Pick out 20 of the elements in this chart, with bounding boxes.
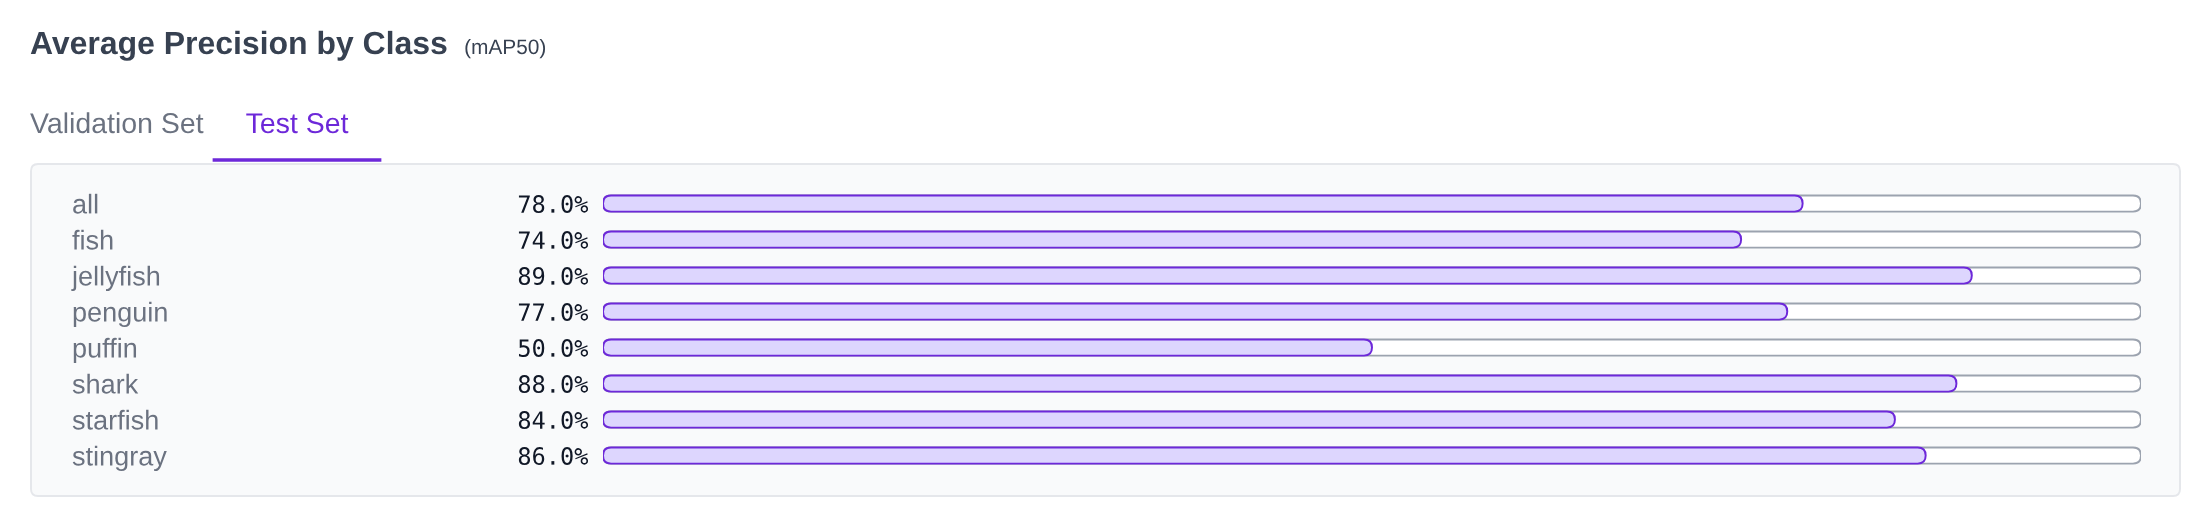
y-tick-label: puffin — [73, 337, 137, 364]
text: Validation Set — [30, 112, 204, 134]
data-label: 77.0% — [518, 303, 589, 321]
data-label: 86.0% — [518, 447, 589, 465]
y-tick-label: stingray — [72, 445, 167, 472]
data-label: 84.0% — [518, 411, 589, 429]
data-label: 89.0% — [518, 267, 589, 285]
y-tick-label: starfish — [72, 409, 158, 430]
y-tick-label: jellyfish — [71, 265, 160, 292]
chart-subtitle: (mAP50) — [465, 38, 546, 59]
data-label: 78.0% — [518, 195, 589, 213]
data-label: 74.0% — [518, 231, 589, 249]
y-tick-label: penguin — [73, 301, 167, 328]
text: Average Precision by Class — [30, 30, 447, 61]
y-tick-label: all — [73, 193, 98, 214]
text: Test Set — [246, 113, 349, 134]
y-tick-label: fish — [72, 229, 113, 250]
data-label: 88.0% — [518, 375, 589, 393]
y-tick-label: shark — [72, 373, 139, 394]
data-label: 50.0% — [518, 339, 589, 357]
